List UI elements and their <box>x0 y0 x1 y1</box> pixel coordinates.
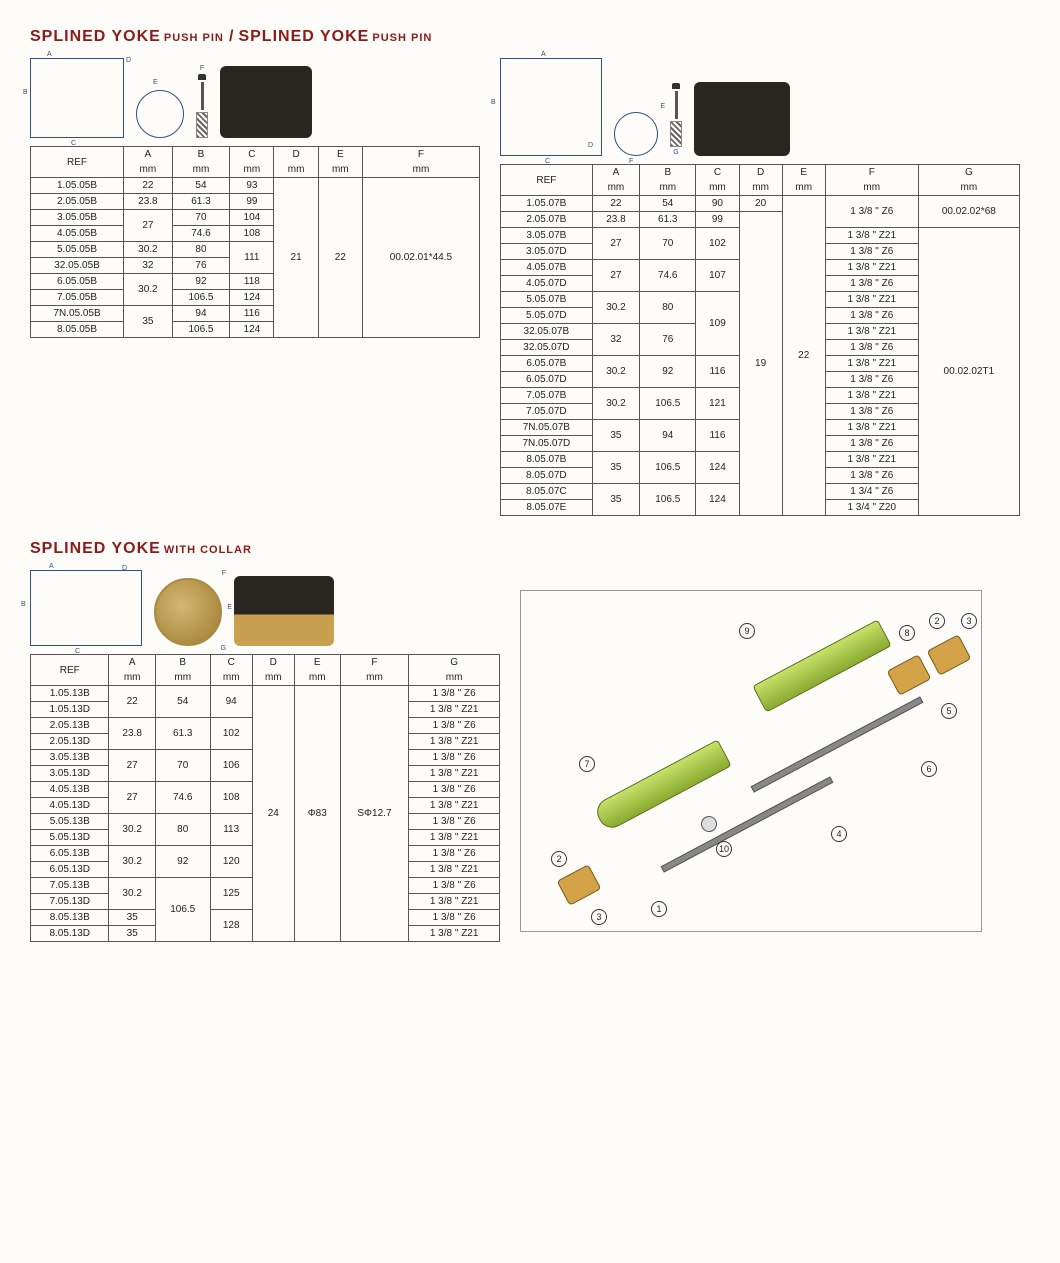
callout-1: 1 <box>651 901 667 917</box>
title-1-small: PUSH PIN <box>164 32 224 44</box>
push-pin-icon: F <box>196 65 208 138</box>
callout-3b: 3 <box>591 909 607 925</box>
page-title: SPLINED YOKE PUSH PIN / SPLINED YOKE PUS… <box>30 28 1030 46</box>
yoke-side-view-icon: A B C D <box>30 58 124 138</box>
push-pin-2-icon: G <box>670 83 682 156</box>
diagram-strip-2: A B C D E F G <box>500 58 1020 156</box>
exploded-assembly-diagram: 1 2 3 4 5 6 7 8 9 10 2 3 <box>520 590 982 932</box>
callout-10: 10 <box>716 841 732 857</box>
spec-table-3: REFABCDEFGmmmmmmmmmmmmmm1.05.13B22549424… <box>30 654 500 942</box>
title-2-small: PUSH PIN <box>372 32 432 44</box>
collar-yoke-side-icon: A B C D <box>30 570 142 646</box>
diagram-strip-3: A B C D E F G <box>30 570 500 646</box>
callout-7: 7 <box>579 756 595 772</box>
yoke-photo-1 <box>220 66 312 138</box>
spec-table-2: REFABCDEFGmmmmmmmmmmmmmm1.05.07B22549020… <box>500 164 1020 516</box>
title-3-big: SPLINED YOKE <box>30 540 161 557</box>
title-slash: / <box>229 28 233 45</box>
spec-table-1: REFABCDEFmmmmmmmmmmmm1.05.05B22549321220… <box>30 146 480 338</box>
yoke-photo-2 <box>694 82 790 156</box>
callout-3: 3 <box>961 613 977 629</box>
callout-2: 2 <box>551 851 567 867</box>
section-2-title: SPLINED YOKE WITH COLLAR <box>30 540 1030 558</box>
collar-yoke-photo <box>234 576 334 646</box>
callout-6: 6 <box>921 761 937 777</box>
title-3-small: WITH COLLAR <box>164 544 252 556</box>
title-1-big: SPLINED YOKE <box>30 28 161 45</box>
yoke-side-view-2-icon: A B C D <box>500 58 602 156</box>
yoke-end-view-2-icon: E F <box>614 112 658 156</box>
yoke-end-view-icon: E <box>136 90 184 138</box>
diagram-strip-1: A B C D E F <box>30 58 480 138</box>
title-2-big: SPLINED YOKE <box>238 28 369 45</box>
callout-9: 9 <box>739 623 755 639</box>
callout-4: 4 <box>831 826 847 842</box>
callout-5: 5 <box>941 703 957 719</box>
collar-front-icon: E F G <box>154 578 222 646</box>
callout-2b: 2 <box>929 613 945 629</box>
callout-8: 8 <box>899 625 915 641</box>
